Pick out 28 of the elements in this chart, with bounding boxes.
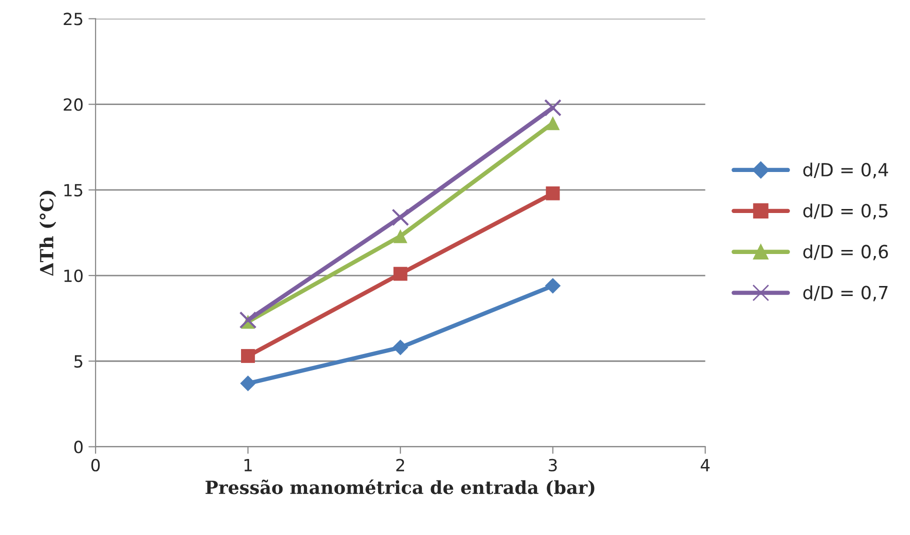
point	[393, 229, 408, 244]
point	[392, 208, 410, 226]
y-tick-label: 15	[64, 184, 82, 196]
point	[393, 266, 408, 281]
point	[544, 278, 561, 294]
y-tick-label: 20	[64, 98, 83, 111]
legend-label: d/D = 0,4	[803, 162, 888, 178]
point	[241, 349, 255, 363]
y-tick-label: 5	[74, 355, 82, 368]
y-tick-label: 10	[64, 269, 83, 282]
x-axis-title: Pressão manométrica de entrada (bar)	[206, 479, 594, 497]
point	[392, 340, 408, 356]
point	[239, 311, 257, 329]
y-axis-title: ΔTh (°C)	[40, 190, 56, 276]
legend-label: d/D = 0,6	[803, 244, 888, 260]
x-tick-label: 3	[548, 458, 557, 472]
x-tick-label: 1	[244, 459, 252, 472]
point	[546, 186, 560, 200]
y-tick-label: 25	[64, 12, 82, 26]
y-tick-label: 0	[74, 440, 83, 454]
legend-label: d/D = 0,7	[803, 285, 888, 302]
point	[544, 99, 562, 116]
x-tick-label: 0	[91, 458, 100, 472]
x-tick-label: 2	[396, 458, 404, 472]
x-tick-label: 4	[700, 459, 710, 472]
point	[546, 116, 560, 130]
point	[240, 376, 256, 392]
legend-label: d/D = 0,5	[803, 204, 888, 220]
